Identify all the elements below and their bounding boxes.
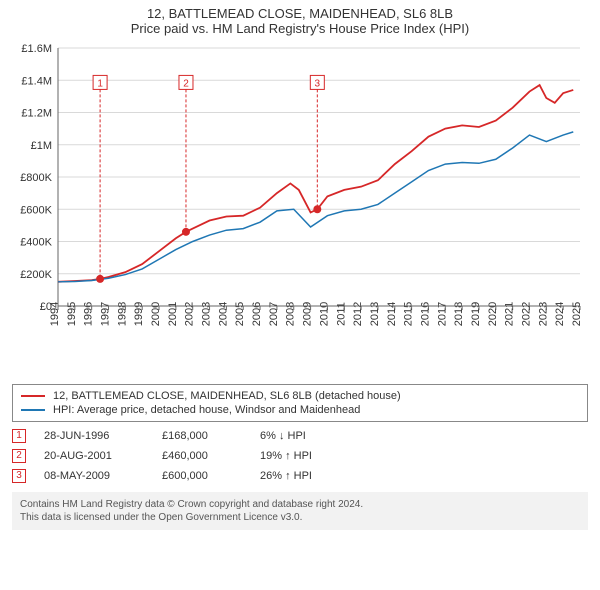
legend-item: HPI: Average price, detached house, Wind… bbox=[21, 403, 579, 417]
transaction-price: £168,000 bbox=[162, 430, 242, 442]
x-tick-label: 2008 bbox=[285, 302, 297, 326]
marker-num-3: 3 bbox=[315, 78, 321, 89]
x-tick-label: 2019 bbox=[470, 302, 482, 326]
x-tick-label: 1995 bbox=[66, 302, 78, 326]
y-tick-label: £400K bbox=[20, 237, 52, 249]
transaction-date: 28-JUN-1996 bbox=[44, 430, 144, 442]
x-tick-label: 2003 bbox=[201, 302, 213, 326]
x-tick-label: 2013 bbox=[369, 302, 381, 326]
x-tick-label: 2023 bbox=[537, 302, 549, 326]
y-tick-label: £1.2M bbox=[21, 108, 52, 120]
transaction-row: 1 28-JUN-1996 £168,000 6% ↓ HPI bbox=[12, 426, 588, 446]
y-tick-label: £200K bbox=[20, 269, 52, 281]
marker-dot-3 bbox=[313, 205, 321, 213]
x-tick-label: 2022 bbox=[520, 302, 532, 326]
x-tick-label: 2001 bbox=[167, 302, 179, 326]
x-tick-label: 2015 bbox=[403, 302, 415, 326]
y-tick-label: £1.4M bbox=[21, 75, 52, 87]
transaction-diff: 6% ↓ HPI bbox=[260, 430, 360, 442]
x-tick-label: 1997 bbox=[100, 302, 112, 326]
x-tick-label: 2012 bbox=[352, 302, 364, 326]
transaction-marker: 3 bbox=[12, 469, 26, 483]
y-tick-label: £1M bbox=[31, 140, 52, 152]
transaction-diff: 19% ↑ HPI bbox=[260, 450, 360, 462]
marker-dot-1 bbox=[96, 275, 104, 283]
x-tick-label: 2005 bbox=[234, 302, 246, 326]
marker-num-1: 1 bbox=[97, 78, 103, 89]
x-tick-label: 2000 bbox=[150, 302, 162, 326]
legend-label: HPI: Average price, detached house, Wind… bbox=[53, 404, 360, 416]
legend-swatch bbox=[21, 409, 45, 411]
y-tick-label: £600K bbox=[20, 204, 52, 216]
y-tick-label: £800K bbox=[20, 172, 52, 184]
x-tick-label: 1996 bbox=[83, 302, 95, 326]
legend-item: 12, BATTLEMEAD CLOSE, MAIDENHEAD, SL6 8L… bbox=[21, 389, 579, 403]
transaction-row: 2 20-AUG-2001 £460,000 19% ↑ HPI bbox=[12, 446, 588, 466]
x-tick-label: 2018 bbox=[453, 302, 465, 326]
x-tick-label: 2009 bbox=[302, 302, 314, 326]
x-tick-label: 2006 bbox=[251, 302, 263, 326]
x-tick-label: 2004 bbox=[217, 302, 229, 326]
marker-dot-2 bbox=[182, 228, 190, 236]
transaction-diff: 26% ↑ HPI bbox=[260, 470, 360, 482]
legend: 12, BATTLEMEAD CLOSE, MAIDENHEAD, SL6 8L… bbox=[12, 384, 588, 422]
x-tick-label: 1994 bbox=[49, 302, 61, 326]
x-tick-label: 2007 bbox=[268, 302, 280, 326]
x-tick-label: 2014 bbox=[386, 302, 398, 326]
title-block: 12, BATTLEMEAD CLOSE, MAIDENHEAD, SL6 8L… bbox=[0, 0, 600, 38]
legend-label: 12, BATTLEMEAD CLOSE, MAIDENHEAD, SL6 8L… bbox=[53, 390, 401, 402]
transaction-table: 1 28-JUN-1996 £168,000 6% ↓ HPI 2 20-AUG-2001… bbox=[12, 426, 588, 486]
transaction-price: £460,000 bbox=[162, 450, 242, 462]
footer-line-1: Contains HM Land Registry data © Crown c… bbox=[20, 498, 580, 511]
title-main: 12, BATTLEMEAD CLOSE, MAIDENHEAD, SL6 8L… bbox=[0, 6, 600, 21]
legend-swatch bbox=[21, 395, 45, 397]
footer-line-2: This data is licensed under the Open Gov… bbox=[20, 511, 580, 524]
transaction-date: 08-MAY-2009 bbox=[44, 470, 144, 482]
marker-num-2: 2 bbox=[183, 78, 189, 89]
transaction-marker: 2 bbox=[12, 449, 26, 463]
x-tick-label: 2010 bbox=[318, 302, 330, 326]
x-tick-label: 2025 bbox=[571, 302, 583, 326]
transaction-row: 3 08-MAY-2009 £600,000 26% ↑ HPI bbox=[12, 466, 588, 486]
chart: £0£200K£400K£600K£800K£1M£1.2M£1.4M£1.6M… bbox=[10, 38, 590, 378]
x-tick-label: 1998 bbox=[116, 302, 128, 326]
x-tick-label: 2016 bbox=[419, 302, 431, 326]
x-tick-label: 2017 bbox=[436, 302, 448, 326]
transaction-marker: 1 bbox=[12, 429, 26, 443]
x-tick-label: 1999 bbox=[133, 302, 145, 326]
transaction-date: 20-AUG-2001 bbox=[44, 450, 144, 462]
footer: Contains HM Land Registry data © Crown c… bbox=[12, 492, 588, 530]
x-tick-label: 2024 bbox=[554, 302, 566, 326]
transaction-price: £600,000 bbox=[162, 470, 242, 482]
chart-svg: £0£200K£400K£600K£800K£1M£1.2M£1.4M£1.6M… bbox=[10, 38, 590, 378]
title-sub: Price paid vs. HM Land Registry's House … bbox=[0, 21, 600, 36]
x-tick-label: 2021 bbox=[504, 302, 516, 326]
x-tick-label: 2002 bbox=[184, 302, 196, 326]
y-tick-label: £1.6M bbox=[21, 43, 52, 55]
x-tick-label: 2020 bbox=[487, 302, 499, 326]
